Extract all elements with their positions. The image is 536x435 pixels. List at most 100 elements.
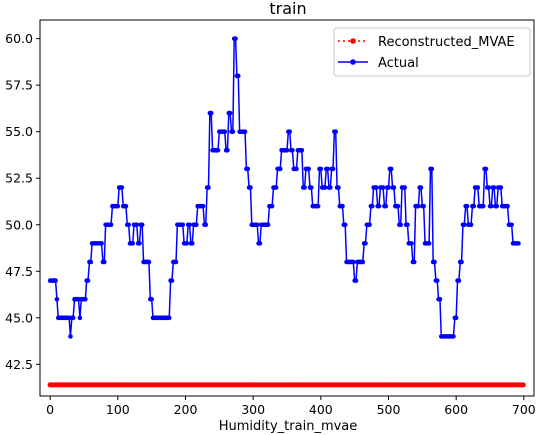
legend-actual-label: Actual (378, 56, 419, 71)
actual-point (374, 185, 379, 190)
actual-point (391, 185, 397, 190)
actual-point (475, 185, 481, 190)
actual-point (77, 315, 83, 321)
actual-point (101, 259, 107, 265)
x-tick-label: 700 (512, 402, 536, 417)
actual-point (395, 203, 401, 209)
actual-point (360, 259, 366, 265)
actual-point (139, 222, 145, 228)
actual-point (242, 129, 248, 134)
actual-point (187, 222, 192, 228)
actual-point (208, 110, 214, 116)
actual-point (464, 203, 470, 209)
actual-point (137, 241, 142, 246)
actual-point (494, 203, 500, 209)
actual-point (459, 259, 464, 265)
legend-reconstructed-label: Reconstructed_MVAE (378, 35, 515, 50)
y-tick-label: 45.0 (5, 310, 33, 325)
actual-point (173, 259, 179, 265)
x-tick-label: 500 (377, 402, 401, 417)
actual-point (169, 278, 175, 283)
y-tick-label: 42.5 (5, 357, 33, 372)
actual-point (245, 166, 251, 172)
plot-area (39, 19, 535, 397)
actual-point (225, 147, 230, 153)
actual-point (194, 222, 199, 228)
legend-box (333, 27, 531, 77)
actual-point (200, 203, 206, 209)
y-tick-label: 57.5 (5, 78, 33, 93)
x-axis: 0 100 200 300 400 500 600 700 (46, 396, 536, 417)
actual-point (119, 185, 125, 190)
actual-point (322, 185, 328, 190)
actual-point (388, 166, 394, 172)
chart-title: train (269, 0, 306, 18)
actual-point (330, 166, 336, 172)
actual-point (363, 241, 368, 246)
actual-point (134, 222, 140, 228)
actual-point (434, 278, 440, 283)
actual-point (306, 166, 311, 172)
x-tick-label: 400 (309, 402, 333, 417)
actual-point (351, 259, 356, 265)
x-axis-label: Humidity_train_mvae (219, 419, 358, 434)
actual-point (333, 129, 339, 134)
actual-point (480, 203, 486, 209)
actual-point (99, 241, 104, 246)
actual-point (126, 222, 131, 228)
series-actual (47, 36, 521, 339)
actual-point (369, 203, 375, 209)
actual-point (222, 129, 228, 134)
actual-point (415, 203, 421, 209)
actual-point (509, 222, 514, 228)
actual-point (299, 147, 305, 153)
actual-point (468, 222, 474, 228)
x-tick-label: 600 (444, 402, 468, 417)
actual-point (227, 110, 233, 116)
actual-point (284, 147, 290, 153)
actual-point (489, 203, 494, 209)
actual-point (328, 185, 333, 190)
actual-point (166, 315, 172, 321)
actual-point (68, 334, 73, 339)
actual-point (149, 296, 154, 302)
y-tick-label: 55.0 (5, 124, 33, 139)
actual-point (418, 185, 424, 190)
actual-point (315, 203, 321, 209)
actual-point (302, 185, 307, 190)
actual-point (483, 166, 489, 172)
actual-point (516, 241, 521, 246)
actual-point (405, 222, 410, 228)
actual-point (180, 222, 186, 228)
y-tick-label: 52.5 (5, 171, 33, 186)
actual-point (206, 185, 211, 190)
actual-point (340, 203, 345, 209)
actual-point (426, 241, 432, 246)
actual-point (309, 185, 314, 190)
actual-point (367, 222, 372, 228)
x-tick-label: 100 (106, 402, 130, 417)
actual-point (429, 166, 435, 172)
actual-point (257, 241, 263, 246)
actual-point (325, 166, 330, 172)
actual-point (402, 185, 408, 190)
actual-point (505, 203, 510, 209)
actual-point (380, 185, 386, 190)
actual-point (233, 36, 238, 41)
actual-point (83, 296, 88, 302)
actual-point (88, 259, 94, 265)
actual-point (353, 278, 359, 283)
actual-point (437, 296, 443, 302)
legend-actual-marker (350, 59, 356, 65)
x-tick-label: 200 (174, 402, 198, 417)
series-reconstructed-mvae (47, 382, 526, 388)
actual-point (398, 222, 403, 228)
actual-point (123, 203, 129, 209)
actual-point (491, 185, 497, 190)
actual-point (376, 203, 382, 209)
actual-point (265, 222, 271, 228)
actual-point (203, 222, 209, 228)
actual-point (294, 166, 299, 172)
actual-point (70, 315, 76, 321)
actual-point (386, 185, 391, 190)
